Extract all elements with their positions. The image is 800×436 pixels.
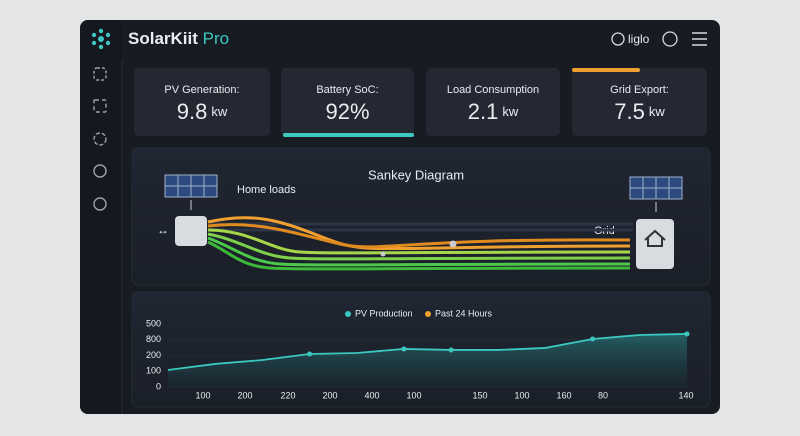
card-label: PV Generation: [164,84,239,96]
flow-node [449,240,457,248]
x-axis-label: 200 [237,390,252,400]
card-value: 7.5 [614,99,645,124]
sidebar [80,20,122,414]
legend-marker [345,311,351,317]
home-label: Home loads [237,184,296,196]
sankey-title: Sankey Diagram [368,167,464,182]
point [401,346,407,352]
nav-icon[interactable] [93,67,107,81]
card-unit: kw [649,104,666,119]
arrow [190,200,657,212]
x-axis-label: 100 [406,390,421,400]
card-label: Load Consumption [447,84,539,96]
card-value-group: 2.1 kw [468,99,519,124]
y-axis-label: 200 [146,350,161,360]
x-axis-label: 80 [598,390,608,400]
x-axis-label: 150 [472,390,487,400]
point [590,336,596,342]
card-value: 2.1 [468,99,499,124]
x-axis-label: 160 [556,390,571,400]
card-value-group: 9.8 kw [177,99,228,124]
legend-label: Past 24 Hours [435,308,493,318]
point [448,347,454,353]
nav-icon[interactable] [93,197,107,211]
sankey-flows [207,216,633,271]
line [167,333,688,371]
stat-card [134,68,270,136]
solar-panel [164,174,218,198]
stat-card [426,68,560,136]
stat-card [572,68,707,136]
app-name-suffix: Pro [203,29,229,48]
arrows-icon: ↔ [157,223,169,237]
solar-panel [629,176,683,200]
status-text: liglo [628,32,650,46]
x-axis-label: 140 [678,390,693,400]
flow-node [380,251,386,257]
nav-icon[interactable] [93,99,107,113]
legend-label: PV Production [355,308,413,318]
y-axis-label: 0 [156,381,161,391]
card-unit: kw [502,104,519,119]
card-label: Battery SoC: [316,84,378,96]
nav-icon[interactable] [93,132,107,146]
card-value-group: 92% [325,99,369,124]
x-axis-label: 200 [322,390,337,400]
soc-bar [283,133,414,137]
area [168,333,687,387]
card-value: 92% [325,99,369,124]
y-axis-label: 500 [146,318,161,328]
house-icon [644,229,666,247]
x-axis-label: 100 [514,390,529,400]
logo [91,28,111,50]
inverter-node [175,216,207,246]
stat-card [281,68,414,136]
export-bar [572,68,640,72]
point [684,331,690,337]
menu-button[interactable] [692,32,707,46]
house-node [636,219,674,269]
card-value-group: 7.5 kw [614,99,665,124]
clock-icon[interactable] [611,32,625,46]
x-axis-label: 100 [195,390,210,400]
card-value: 9.8 [177,99,208,124]
app-title: SolarKiit Pro [128,29,229,48]
nav-icon[interactable] [93,164,107,178]
info-button[interactable] [662,31,678,47]
x-axis-label: 220 [280,390,295,400]
x-axis-label: 400 [364,390,379,400]
card-unit: kw [211,104,228,119]
y-axis-label: 800 [146,334,161,344]
y-axis-label: 100 [146,366,161,376]
app-name: SolarKiit [128,29,198,48]
card-label: Grid Export: [610,84,669,96]
point [307,351,313,357]
legend-marker [425,311,431,317]
